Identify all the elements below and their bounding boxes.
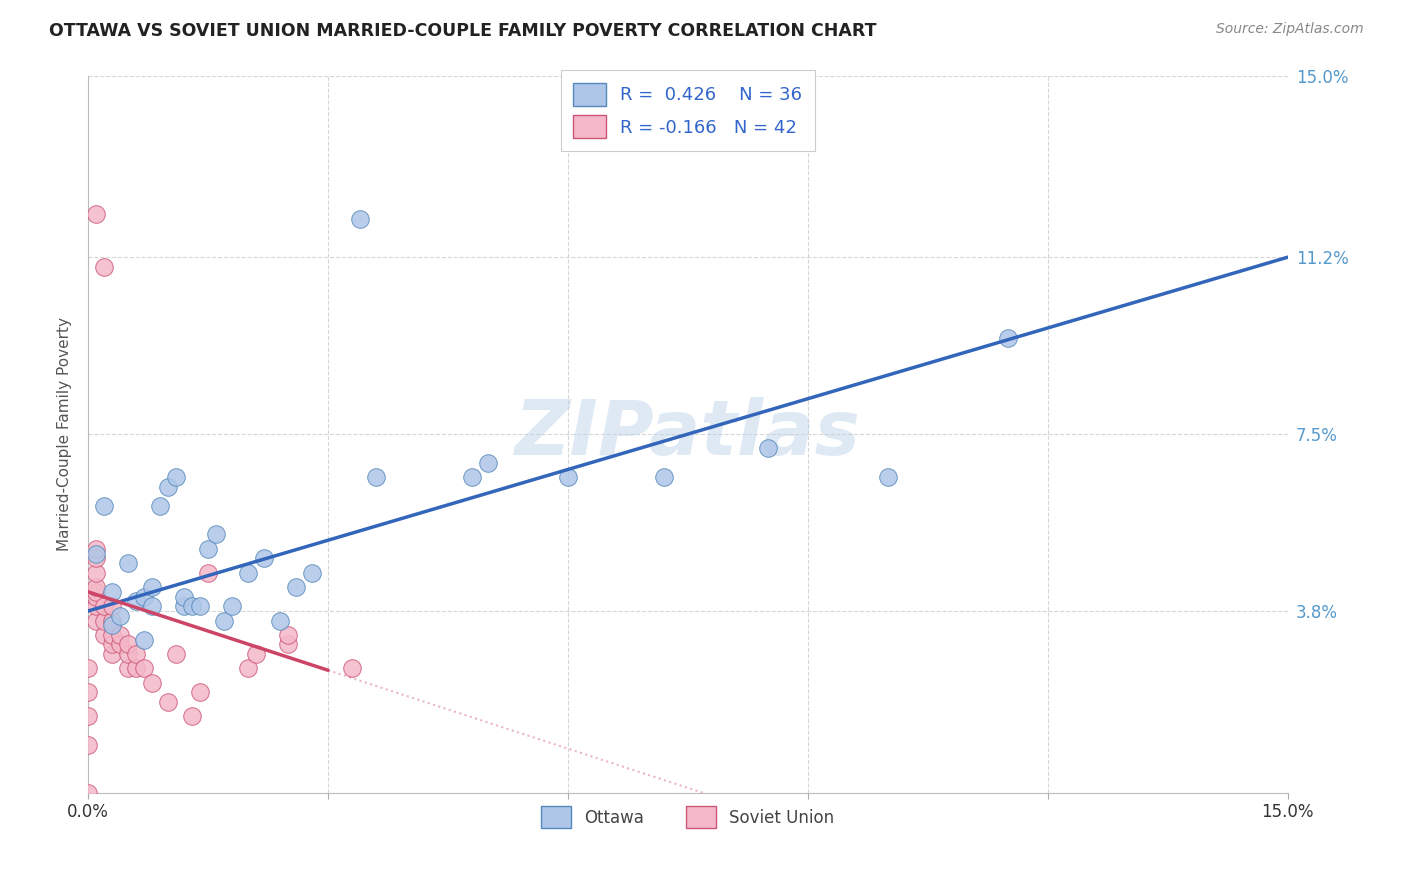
Point — [245, 647, 267, 661]
Text: ZIPatlas: ZIPatlas — [515, 397, 860, 471]
Point — [134, 632, 156, 647]
Point — [277, 637, 299, 651]
Point — [93, 499, 115, 513]
Point — [141, 599, 163, 614]
Point — [173, 599, 195, 614]
Y-axis label: Married-Couple Family Poverty: Married-Couple Family Poverty — [58, 317, 72, 551]
Point — [997, 331, 1019, 345]
Point — [205, 527, 228, 541]
Point — [557, 470, 579, 484]
Point — [77, 661, 100, 675]
Point — [141, 580, 163, 594]
Point — [101, 628, 124, 642]
Point — [253, 551, 276, 566]
Point — [117, 556, 139, 570]
Point — [84, 599, 107, 614]
Point — [84, 551, 107, 566]
Legend: Ottawa, Soviet Union: Ottawa, Soviet Union — [534, 800, 841, 835]
Point — [756, 442, 779, 456]
Point — [301, 566, 323, 580]
Point — [221, 599, 243, 614]
Point — [188, 599, 211, 614]
Point — [236, 661, 259, 675]
Point — [285, 580, 308, 594]
Point — [108, 628, 131, 642]
Point — [349, 211, 371, 226]
Point — [181, 599, 204, 614]
Point — [84, 614, 107, 628]
Point — [84, 590, 107, 604]
Point — [277, 628, 299, 642]
Point — [188, 685, 211, 699]
Point — [181, 709, 204, 723]
Point — [93, 260, 115, 274]
Text: OTTAWA VS SOVIET UNION MARRIED-COUPLE FAMILY POVERTY CORRELATION CHART: OTTAWA VS SOVIET UNION MARRIED-COUPLE FA… — [49, 22, 877, 40]
Point — [77, 709, 100, 723]
Point — [340, 661, 363, 675]
Point — [197, 541, 219, 556]
Point — [269, 614, 291, 628]
Point — [125, 594, 148, 608]
Point — [108, 608, 131, 623]
Point — [101, 599, 124, 614]
Point — [84, 207, 107, 221]
Point — [84, 541, 107, 556]
Point — [93, 599, 115, 614]
Point — [197, 566, 219, 580]
Point — [141, 675, 163, 690]
Point — [108, 637, 131, 651]
Point — [101, 637, 124, 651]
Point — [117, 661, 139, 675]
Point — [117, 637, 139, 651]
Point — [101, 585, 124, 599]
Point — [84, 566, 107, 580]
Point — [461, 470, 484, 484]
Point — [652, 470, 675, 484]
Point — [84, 585, 107, 599]
Point — [212, 614, 235, 628]
Point — [84, 547, 107, 561]
Point — [157, 480, 180, 494]
Point — [149, 499, 172, 513]
Point — [236, 566, 259, 580]
Point — [101, 618, 124, 632]
Point — [117, 647, 139, 661]
Point — [134, 590, 156, 604]
Point — [101, 647, 124, 661]
Point — [125, 661, 148, 675]
Point — [134, 661, 156, 675]
Point — [157, 695, 180, 709]
Text: Source: ZipAtlas.com: Source: ZipAtlas.com — [1216, 22, 1364, 37]
Point — [125, 647, 148, 661]
Point — [93, 614, 115, 628]
Point — [77, 738, 100, 752]
Point — [77, 786, 100, 800]
Point — [364, 470, 387, 484]
Point — [165, 470, 187, 484]
Point — [77, 685, 100, 699]
Point — [165, 647, 187, 661]
Point — [93, 628, 115, 642]
Point — [477, 456, 499, 470]
Point — [101, 614, 124, 628]
Point — [84, 580, 107, 594]
Point — [173, 590, 195, 604]
Point — [876, 470, 898, 484]
